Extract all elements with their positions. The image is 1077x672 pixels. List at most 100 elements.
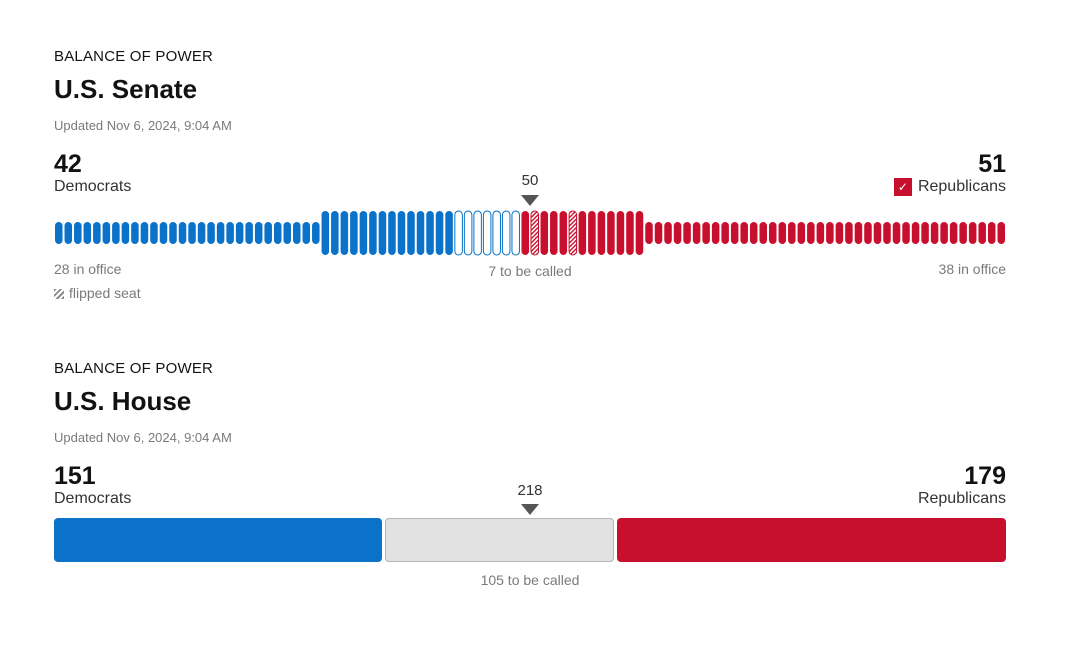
senate-seat-rep — [778, 222, 787, 244]
senate-seat-rep — [730, 222, 739, 244]
house-majority-marker-icon — [521, 504, 539, 515]
senate-seat-dem — [350, 211, 358, 255]
senate-seat-dem — [235, 222, 244, 244]
senate-seat-rep — [559, 211, 568, 255]
senate-seat-dem — [331, 211, 339, 255]
senate-seat-dem — [359, 211, 368, 255]
winner-check-icon: ✓ — [893, 178, 912, 196]
senate-seat-dem — [169, 222, 177, 244]
senate-seat-rep — [864, 222, 872, 244]
house-bar-rep — [616, 518, 1006, 562]
senate-seat-rep — [911, 222, 920, 244]
senate-seat-dem — [283, 222, 291, 244]
senate-majority-label: 50 — [521, 172, 539, 189]
senate-seat-rep — [578, 211, 587, 255]
senate-seat-dem — [264, 222, 272, 244]
senate-seat-rep — [816, 222, 825, 244]
senate-seat-rep — [968, 222, 977, 244]
senate-seat-rep — [692, 222, 701, 244]
senate-seat-dem — [74, 222, 82, 244]
house-bar-uncalled — [385, 518, 614, 562]
senate-seat-dem — [426, 211, 434, 255]
senate-seat-dem — [293, 222, 301, 244]
senate-seat-rep-flipped — [568, 210, 578, 256]
senate-seat-rep — [550, 211, 558, 255]
house-title: U.S. House — [54, 386, 192, 416]
house-rep-total: 179 — [964, 462, 1006, 490]
senate-seat-dem — [121, 222, 130, 244]
senate-seat-dem — [178, 222, 187, 244]
senate-rep-label-wrap: ✓ Republicans — [893, 178, 1006, 196]
senate-seat-dem — [140, 222, 149, 244]
senate-seat-dem — [112, 222, 120, 244]
senate-seat-rep — [673, 222, 682, 244]
house-updated-timestamp: Updated Nov 6, 2024, 9:04 AM — [54, 430, 232, 445]
senate-seat-rep — [540, 211, 549, 255]
senate-seat-uncalled — [511, 210, 520, 256]
senate-seat-rep — [959, 222, 967, 244]
senate-kicker: BALANCE OF POWER — [54, 48, 214, 65]
senate-seat-dem — [226, 222, 234, 244]
senate-seat-rep — [978, 222, 986, 244]
senate-seat-rep — [616, 211, 625, 255]
senate-seat-dem — [159, 222, 168, 244]
senate-rep-label: Republicans — [917, 178, 1006, 195]
senate-seat-dem — [150, 222, 158, 244]
senate-rep-total: 51 — [978, 150, 1006, 178]
senate-seat-dem — [273, 222, 282, 244]
senate-seat-rep — [721, 222, 729, 244]
house-bar-dem — [54, 518, 383, 562]
senate-seat-rep — [702, 222, 710, 244]
senate-seat-dem — [188, 222, 196, 244]
senate-seat-uncalled — [473, 210, 482, 256]
senate-seat-dem — [254, 222, 263, 244]
house-dem-label: Democrats — [54, 490, 132, 507]
senate-seat-rep-flipped — [530, 210, 540, 256]
flipped-seat-legend: flipped seat — [54, 285, 141, 301]
senate-seat-rep — [759, 222, 767, 244]
senate-seat-dem — [388, 211, 396, 255]
house-kicker: BALANCE OF POWER — [54, 360, 214, 377]
senate-seat-rep — [797, 222, 806, 244]
senate-seat-dem — [245, 222, 253, 244]
senate-seat-rep — [902, 222, 910, 244]
senate-seat-dem — [445, 211, 453, 255]
house-rep-label: Republicans — [917, 490, 1006, 507]
senate-seat-rep — [949, 222, 958, 244]
senate-seat-rep — [711, 222, 720, 244]
senate-seat-uncalled — [482, 210, 492, 256]
senate-seat-rep — [873, 222, 882, 244]
senate-seat-chart — [55, 210, 1005, 256]
senate-dem-label: Democrats — [54, 178, 132, 195]
senate-seat-rep — [749, 222, 758, 244]
senate-seat-rep — [597, 211, 606, 255]
senate-seat-uncalled — [501, 210, 511, 256]
senate-seat-uncalled — [492, 210, 501, 256]
senate-seat-dem — [207, 222, 215, 244]
senate-seat-dem — [83, 222, 92, 244]
senate-seat-dem — [397, 211, 406, 255]
house-panel: BALANCE OF POWER U.S. House Updated Nov … — [54, 356, 1006, 596]
senate-updated-timestamp: Updated Nov 6, 2024, 9:04 AM — [54, 118, 232, 133]
house-majority-label: 218 — [517, 482, 543, 499]
senate-seat-dem — [131, 222, 139, 244]
senate-seat-rep — [588, 211, 596, 255]
senate-seat-dem — [321, 211, 330, 255]
senate-seat-rep — [654, 222, 663, 244]
senate-seat-dem — [378, 211, 387, 255]
senate-seat-rep — [921, 222, 929, 244]
senate-seat-rep — [845, 222, 853, 244]
senate-seat-rep — [854, 222, 863, 244]
senate-seat-rep — [607, 211, 615, 255]
senate-seat-rep — [683, 222, 691, 244]
senate-seat-dem — [369, 211, 377, 255]
senate-seat-rep — [807, 222, 815, 244]
house-dem-total: 151 — [54, 462, 96, 490]
senate-majority-marker-icon — [521, 195, 539, 206]
senate-seat-rep — [645, 222, 653, 244]
senate-seat-rep — [664, 222, 672, 244]
senate-seat-rep — [997, 222, 1005, 244]
senate-seat-dem — [416, 211, 425, 255]
senate-seat-dem — [407, 211, 415, 255]
senate-seat-rep — [740, 222, 748, 244]
